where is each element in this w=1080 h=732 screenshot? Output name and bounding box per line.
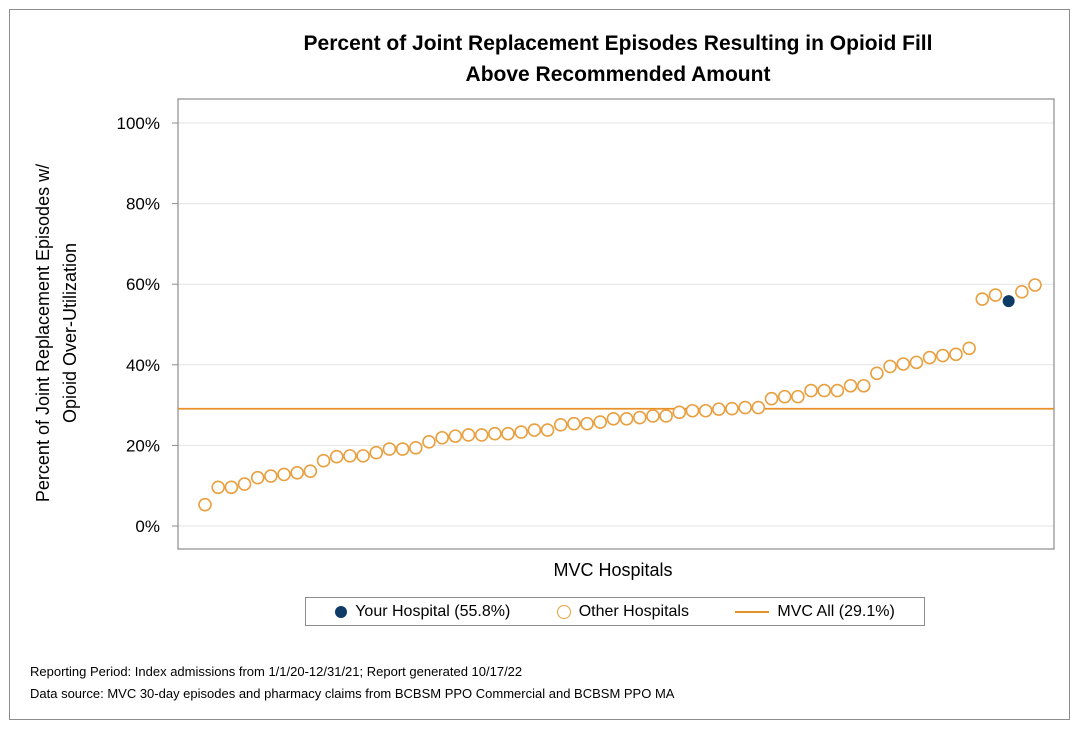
other-hospital-point [488,426,502,441]
y-tick-label: 0% [135,517,160,536]
y-tick-label: 60% [126,275,160,294]
y-tick-label: 20% [126,436,160,455]
y-tick-label: 100% [117,114,160,133]
y-axis-ticks: 0% 20% 40% 60% 80% 100% [117,114,178,536]
other-hospital-point [751,400,766,415]
other-hospital-point [646,409,660,423]
other-hospital-point [883,359,897,374]
open-circle-icon [556,604,571,619]
other-hospital-point [580,416,594,431]
other-hospital-point [856,378,871,393]
other-hospital-point [988,288,1003,302]
other-hospital-point [672,405,687,420]
other-hospital-point [527,423,542,437]
other-hospital-point [619,412,634,426]
other-hospital-point [382,442,397,456]
other-hospital-point [250,470,265,485]
y-tick-label: 80% [126,195,160,214]
y-tick-label: 40% [126,356,160,375]
other-hospital-point [277,467,291,482]
other-hospital-point [237,477,252,491]
other-hospital-point [224,480,239,495]
other-hospital-point [435,430,449,445]
other-hospital-point [791,389,805,404]
plot-area [177,98,1055,550]
other-hospital-point [817,383,832,398]
other-hospital-point [922,350,937,365]
other-hospital-point [698,403,713,418]
other-hospital-point [896,357,911,371]
footer-reporting-period: Reporting Period: Index admissions from … [30,664,523,679]
other-hospital-point [935,348,950,363]
other-hospital-point [540,423,555,437]
other-hospital-point [606,412,621,426]
other-hospital-point [369,445,384,460]
other-hospital-point [567,416,581,431]
other-hospital-point [303,464,318,478]
other-hospital-point [804,383,818,398]
other-hospital-point [448,429,463,443]
other-hospital-point [909,355,924,370]
y-axis-label-line2: Opioid Over-Utilization [60,243,80,423]
other-hospital-point [553,418,568,432]
other-hospital-point [1015,285,1029,299]
y-axis-label-line1: Percent of Joint Replacement Episodes w/ [33,164,53,502]
other-hospital-point [962,341,976,356]
other-hospital-point [461,428,476,442]
other-hospital-point [329,449,344,464]
chart-frame [9,9,1070,720]
other-hospital-point [290,466,305,480]
legend-item-other-hospitals: Other Hospitals [556,602,689,621]
other-hospital-point [975,292,990,306]
other-hospital-point [408,441,423,455]
gridlines [178,122,1054,527]
legend: Your Hospital (55.8%) Other Hospitals MV… [305,597,925,626]
other-hospital-point [843,378,858,393]
other-hospital-point [514,425,528,439]
line-icon [735,610,770,613]
other-hospital-point [685,403,700,418]
chart-title-line1: Percent of Joint Replacement Episodes Re… [303,32,933,55]
other-hospital-point [949,347,963,362]
other-hospital-point [316,453,331,468]
other-hospital-point [659,409,673,423]
other-hospital-point [474,428,489,442]
legend-label-other-hospitals: Other Hospitals [578,602,689,620]
other-hospital-point [198,497,212,512]
other-hospital-point [211,480,225,495]
other-hospital-point [632,410,647,425]
other-hospital-point [422,434,436,449]
other-hospital-point [395,442,410,456]
other-hospital-point [501,426,515,441]
footer-data-source: Data source: MVC 30-day episodes and pha… [30,686,675,701]
data-points [198,278,1042,512]
other-hospital-point [343,449,357,463]
other-hospital-point [738,400,752,415]
chart-title-line2: Above Recommended Amount [465,63,771,86]
other-hospital-point [1028,278,1042,292]
other-hospital-point [830,383,845,398]
legend-label-mvc-all: MVC All (29.1%) [777,602,895,620]
x-axis-label: MVC Hospitals [553,560,672,580]
other-hospital-point [725,401,739,416]
other-hospital-point [356,449,370,463]
other-hospital-point [870,366,884,381]
other-hospital-point [764,391,779,406]
other-hospital-point [593,415,608,429]
other-hospital-point [712,402,726,416]
other-hospital-point [264,469,278,483]
legend-item-your-hospital: Your Hospital (55.8%) [335,603,510,621]
your-hospital-point [1002,295,1015,308]
legend-item-mvc-all: MVC All (29.1%) [735,602,895,621]
legend-label-your-hospital: Your Hospital (55.8%) [355,602,511,620]
filled-circle-icon [335,605,348,618]
other-hospital-point [777,389,792,404]
